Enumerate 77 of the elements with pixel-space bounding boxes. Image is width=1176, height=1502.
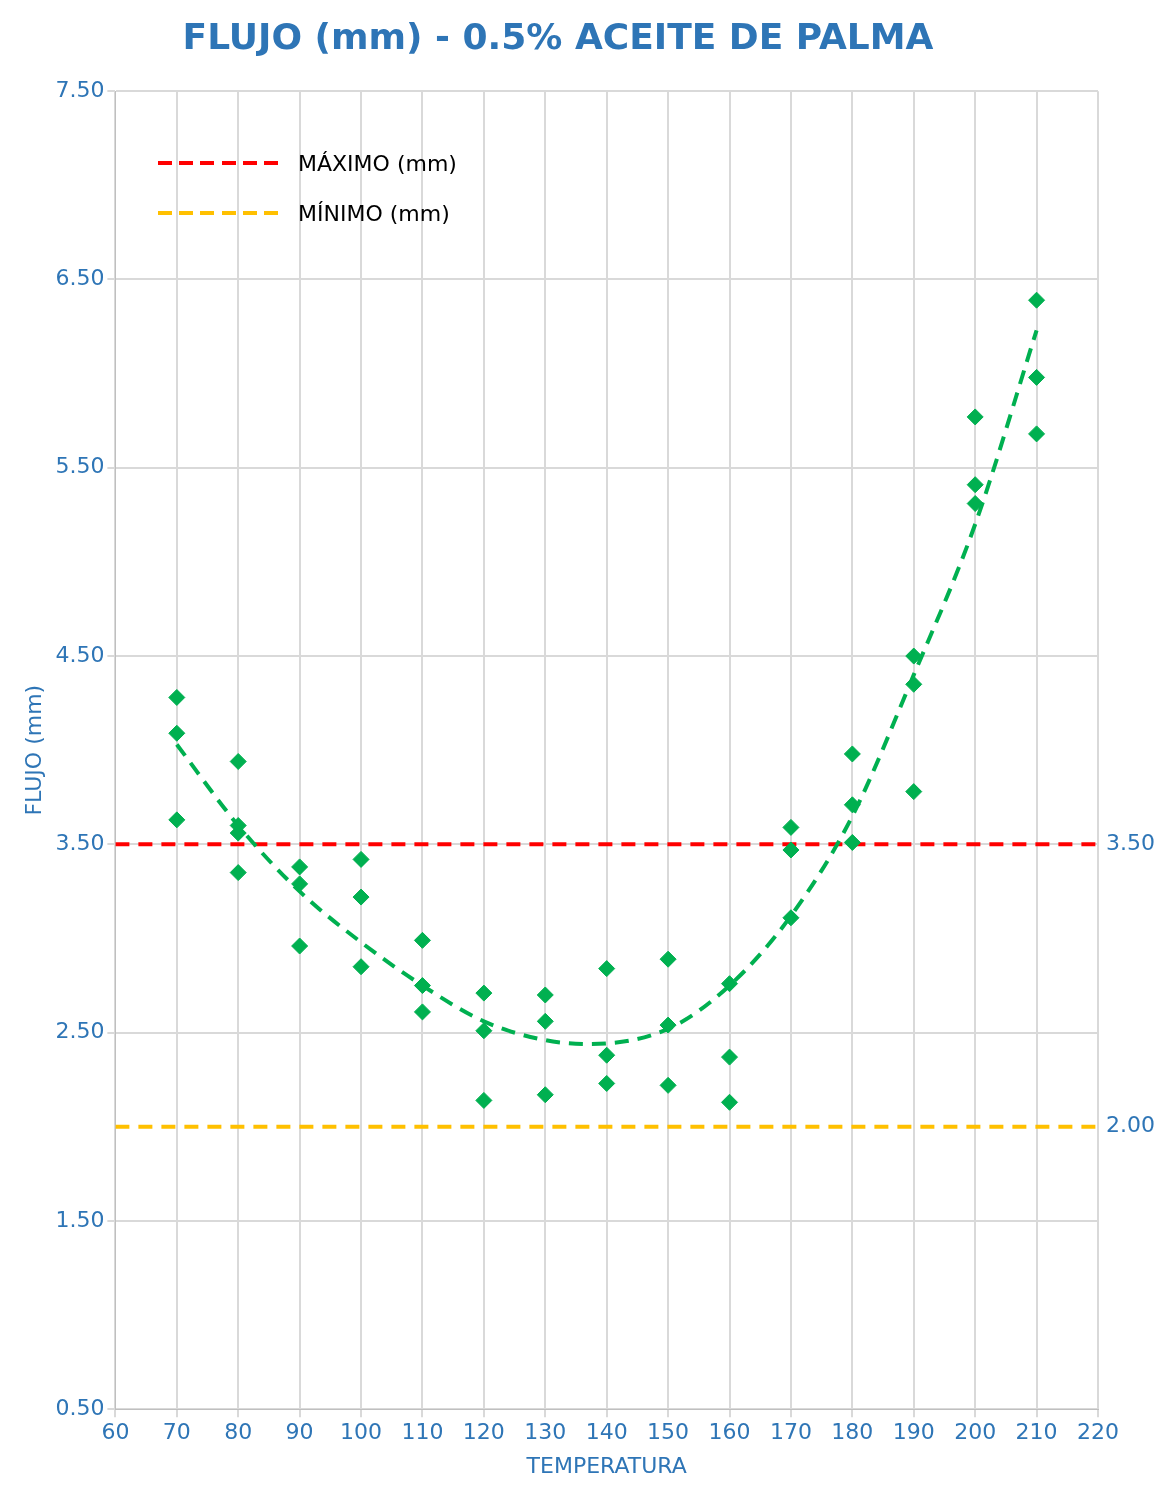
- point: [659, 950, 677, 968]
- point: [843, 796, 861, 814]
- point: [598, 960, 616, 978]
- point: [966, 495, 984, 513]
- point: [352, 888, 370, 906]
- point: [229, 753, 247, 770]
- point: [782, 909, 800, 927]
- point: [905, 783, 923, 801]
- chart-title: FLUJO (mm) - 0.5% ACEITE DE PALMA: [182, 15, 934, 57]
- y-tick-label: 1.50: [55, 1206, 105, 1232]
- point: [966, 408, 984, 426]
- x-axis-title: TEMPERATURA: [525, 1452, 687, 1478]
- x-tick-label: 170: [769, 1419, 812, 1445]
- point: [352, 958, 370, 976]
- point: [966, 476, 984, 494]
- legend-label: MÍNIMO (mm): [298, 200, 450, 226]
- x-tick-label: 60: [101, 1419, 130, 1445]
- point: [352, 850, 370, 868]
- point: [413, 1003, 431, 1021]
- point: [291, 875, 309, 893]
- x-tick-label: 210: [1015, 1419, 1058, 1445]
- x-tick-label: 110: [401, 1419, 444, 1445]
- point: [721, 975, 739, 993]
- x-tick-label: 120: [462, 1419, 505, 1445]
- x-tick-label: 100: [340, 1419, 383, 1445]
- point: [413, 931, 431, 949]
- y-tick-label: 2.50: [55, 1018, 105, 1044]
- point: [475, 1091, 493, 1109]
- point: [475, 1022, 493, 1040]
- x-tick-label: 140: [585, 1419, 628, 1445]
- point: [598, 1046, 616, 1064]
- legend-label: MÁXIMO (mm): [298, 150, 457, 176]
- x-tick-label: 180: [831, 1419, 874, 1445]
- data-label: 2.00: [1106, 1112, 1155, 1138]
- x-tick-label: 220: [1077, 1419, 1119, 1445]
- x-tick-label: 130: [524, 1419, 567, 1445]
- point: [413, 977, 431, 995]
- x-tick-label: 90: [285, 1419, 314, 1445]
- point: [1028, 291, 1046, 309]
- point: [905, 647, 923, 665]
- point: [536, 1012, 554, 1030]
- point: [1028, 368, 1046, 386]
- point: [905, 675, 923, 693]
- y-tick-label: 7.50: [55, 76, 105, 102]
- point: [229, 864, 247, 882]
- point: [721, 1093, 739, 1111]
- point: [475, 984, 493, 1002]
- x-tick-label: 150: [647, 1419, 690, 1445]
- point: [598, 1074, 616, 1092]
- x-tick-label: 160: [708, 1419, 751, 1445]
- point: [782, 841, 800, 859]
- x-tick-label: 70: [162, 1419, 191, 1445]
- point: [168, 724, 186, 742]
- point: [721, 1048, 739, 1066]
- point: [659, 1076, 677, 1094]
- point: [1028, 425, 1046, 443]
- point: [536, 1086, 554, 1104]
- point: [536, 986, 554, 1004]
- point: [659, 1016, 677, 1034]
- data-label: 3.50: [1106, 830, 1155, 856]
- y-tick-label: 4.50: [55, 641, 105, 667]
- point: [782, 818, 800, 836]
- point: [843, 833, 861, 851]
- x-tick-label: 80: [224, 1419, 253, 1445]
- y-tick-label: 6.50: [55, 265, 105, 291]
- point: [168, 688, 186, 706]
- y-tick-label: 0.50: [55, 1394, 105, 1420]
- x-tick-label: 200: [954, 1419, 997, 1445]
- point: [291, 858, 309, 876]
- y-tick-label: 5.50: [55, 453, 105, 479]
- y-axis-title: FLUJO (mm): [20, 684, 46, 816]
- point: [843, 745, 861, 763]
- y-tick-label: 3.50: [55, 830, 105, 856]
- line-series: [174, 328, 1039, 1046]
- point: [168, 811, 186, 829]
- point: [291, 937, 309, 955]
- x-tick-label: 190: [892, 1419, 935, 1445]
